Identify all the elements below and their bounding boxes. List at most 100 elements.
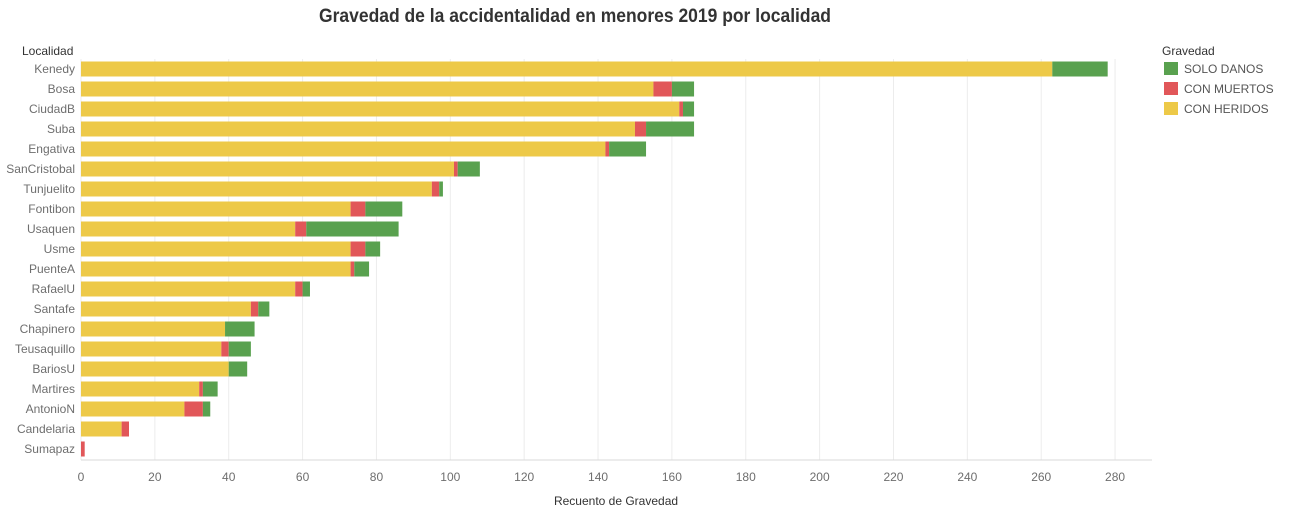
bar-segment [81,301,251,317]
bar-segment [350,241,366,257]
x-tick-label: 280 [1105,470,1125,484]
category-label: BariosU [32,362,75,376]
bar-segment [682,101,695,117]
bar-segment [295,281,303,297]
bar-segment [431,181,440,197]
category-label: Tunjuelito [23,182,75,196]
x-axis-ticks: 0 20 40 60 80 100 120 140 160 180 200 220 240 260 280 [78,470,1126,484]
category-label: Fontibon [28,202,75,216]
category-label: CiudadB [29,102,75,116]
bar-segment [121,421,130,437]
bar-segment [439,181,443,197]
legend-entry: CON MUERTOS [1184,82,1274,96]
category-labels: Kenedy Bosa CiudadB Suba Engativa SanCristoba… [6,62,75,456]
category-label: AntonioN [26,402,75,416]
bar-segment [609,141,647,157]
gridlines [80,59,1152,461]
legend-entry: SOLO DANOS [1184,62,1263,76]
bar-segment [81,261,351,277]
bar-segment [81,81,654,97]
x-tick-label: 40 [222,470,236,484]
bar-segment [81,201,351,217]
category-label: Kenedy [34,62,75,76]
bar-segment [228,341,251,357]
bar-segment [81,121,635,137]
category-label: RafaelU [32,282,75,296]
bar-segment [454,161,458,177]
bar-segment [350,261,355,277]
bar-segment [634,121,647,137]
x-tick-label: 160 [662,470,682,484]
category-label: Candelaria [17,422,75,436]
bar-segment [295,221,307,237]
legend-entry: CON HERIDOS [1184,102,1269,116]
x-tick-label: 60 [296,470,310,484]
x-tick-label: 180 [736,470,756,484]
x-tick-label: 260 [1031,470,1051,484]
category-label: Bosa [48,82,76,96]
bar-segment [81,181,432,197]
bar-segment [457,161,480,177]
y-axis-title: Localidad [22,44,73,58]
bar-segment [225,321,255,337]
x-tick-label: 140 [588,470,608,484]
bar-segment [221,341,229,357]
bar-segment [302,281,310,297]
bar-segment [81,441,85,457]
bar-segment [184,401,203,417]
category-label: Chapinero [20,322,76,336]
bar-segment [365,201,403,217]
category-label: PuenteA [29,262,75,276]
category-label: Sumapaz [24,442,75,456]
bar-segment [81,381,200,397]
bar-segment [1052,61,1108,77]
bar-segment [646,121,695,137]
bar-segment [81,141,606,157]
x-tick-label: 220 [883,470,903,484]
bar-segment [81,341,222,357]
bar-segment [605,141,610,157]
bar-segment [202,401,211,417]
bar-segment [81,241,351,257]
category-label: SanCristobal [6,162,75,176]
category-label: Suba [47,122,75,136]
category-label: Teusaquillo [15,342,75,356]
x-axis-title: Recuento de Gravedad [554,494,678,508]
legend-swatch [1164,82,1178,95]
x-tick-label: 0 [78,470,85,484]
bar-segment [81,221,296,237]
category-label: Usme [44,242,76,256]
bar-segment [81,61,1053,77]
bar-segment [228,361,248,377]
bar-segment [81,361,229,377]
bar-segment [250,301,259,317]
bar-segment [81,401,185,417]
bars [81,61,1108,457]
bar-segment [199,381,203,397]
bar-segment [671,81,695,97]
bar-segment [350,201,366,217]
bar-segment [354,261,370,277]
bar-segment [81,321,226,337]
x-tick-label: 240 [957,470,977,484]
legend: Gravedad SOLO DANOS CON MUERTOS CON HERIDO… [1162,44,1274,116]
category-label: Santafe [34,302,76,316]
bar-segment [81,101,680,117]
x-tick-label: 80 [370,470,384,484]
bar-segment [202,381,218,397]
legend-swatch [1164,102,1178,115]
chart-title: Gravedad de la accidentalidad en menores… [319,6,831,27]
category-label: Martires [32,382,75,396]
legend-title: Gravedad [1162,44,1215,58]
x-tick-label: 120 [514,470,534,484]
bar-segment [81,281,296,297]
category-label: Usaquen [27,222,75,236]
x-tick-label: 20 [148,470,162,484]
bar-segment [81,161,455,177]
x-tick-label: 100 [440,470,460,484]
bar-segment [258,301,270,317]
legend-swatch [1164,62,1178,75]
bar-segment [81,421,122,437]
category-label: Engativa [28,142,75,156]
